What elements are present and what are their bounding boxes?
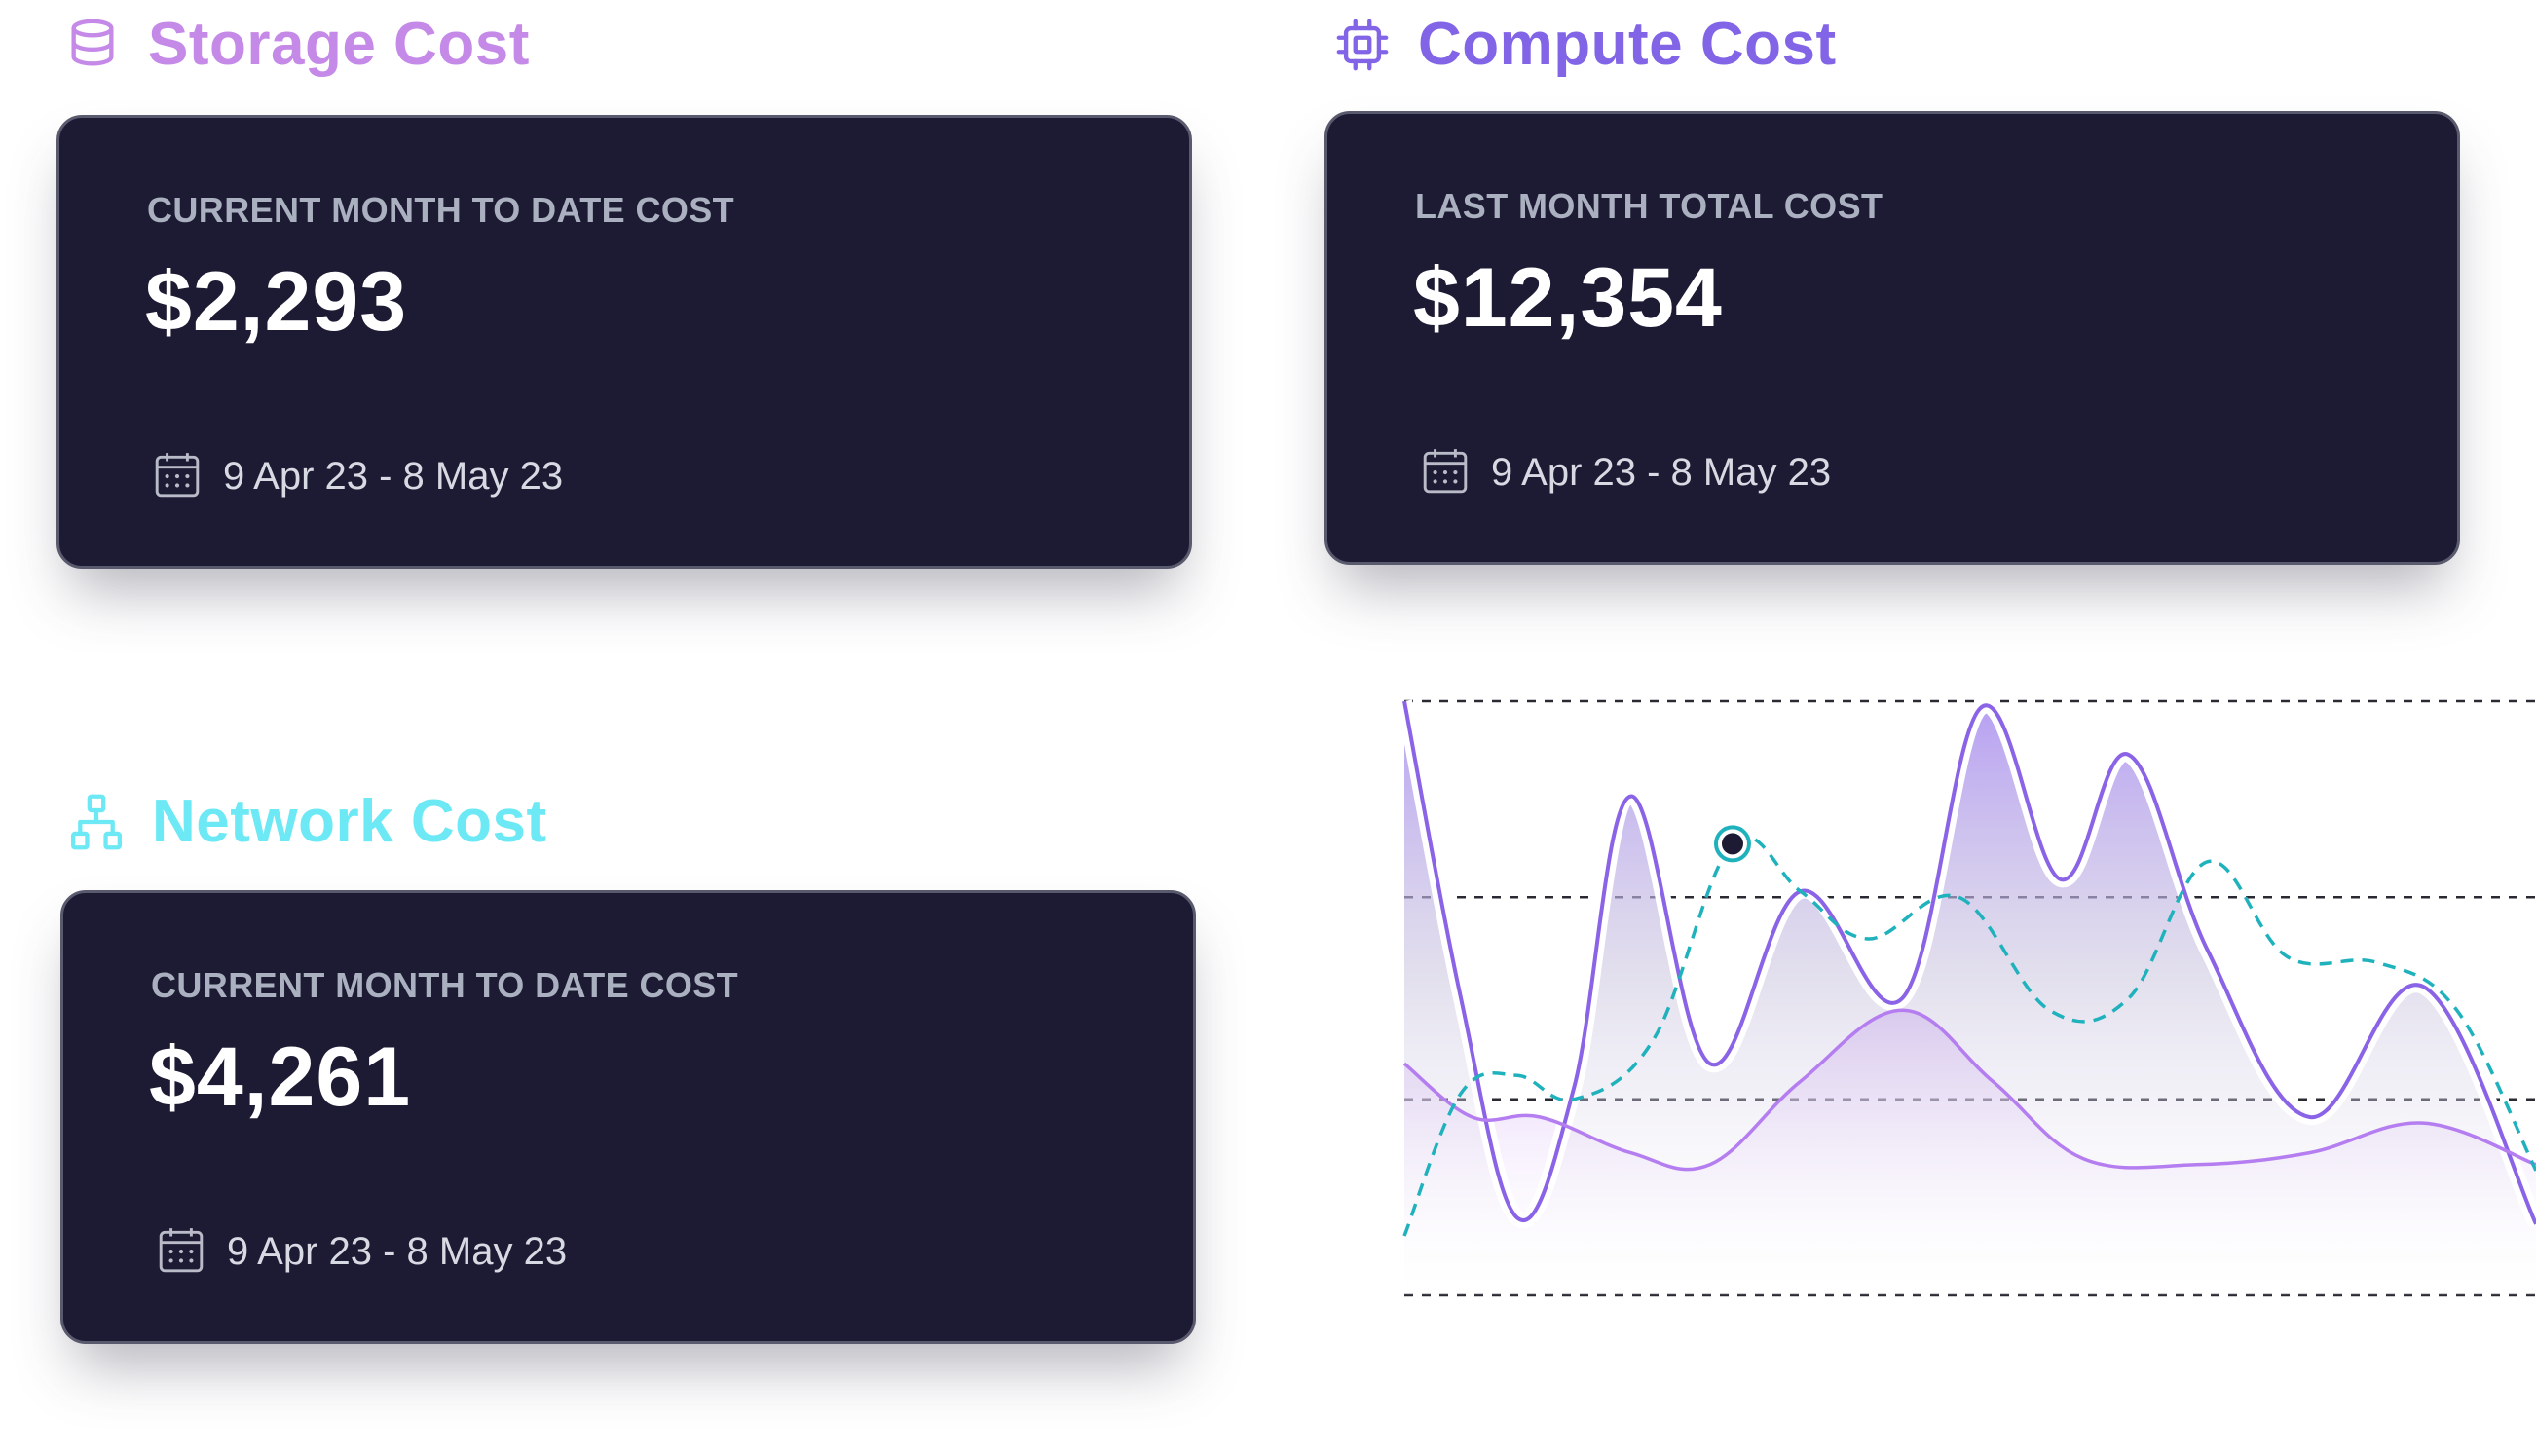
network-cost-card[interactable]: CURRENT MONTH TO DATE COST $4,261 9 Apr …: [60, 890, 1196, 1344]
cost-trend-chart-svg: [1397, 697, 2536, 1297]
network-date-text: 9 Apr 23 - 8 May 23: [227, 1230, 568, 1273]
compute-cost-card[interactable]: LAST MONTH TOTAL COST $12,354 9 Apr 23 -…: [1324, 111, 2460, 565]
network-date-range: 9 Apr 23 - 8 May 23: [157, 1224, 567, 1280]
calendar-icon: [157, 1224, 205, 1280]
series-teal-dashed-line: [1402, 835, 2536, 1237]
series-purple-area: [1404, 701, 2536, 1295]
storage-header: Storage Cost: [64, 10, 530, 79]
series-lilac-line: [1402, 1008, 2536, 1172]
network-header: Network Cost: [68, 787, 547, 856]
compute-card-value: $12,354: [1413, 251, 1723, 345]
network-card-value: $4,261: [149, 1030, 412, 1124]
network-card-label: CURRENT MONTH TO DATE COST: [151, 965, 739, 1005]
compute-date-range: 9 Apr 23 - 8 May 23: [1421, 445, 1831, 501]
network-hierarchy-icon: [68, 792, 125, 852]
database-icon: [64, 17, 121, 73]
calendar-icon: [153, 449, 202, 504]
storage-date-text: 9 Apr 23 - 8 May 23: [223, 455, 564, 498]
compute-header: Compute Cost: [1334, 10, 1837, 79]
series-purple-line: [1402, 700, 2536, 1225]
compute-title: Compute Cost: [1418, 11, 1837, 78]
cost-trend-chart: [1295, 662, 2536, 1383]
storage-date-range: 9 Apr 23 - 8 May 23: [153, 449, 563, 504]
highlight-point: [1721, 833, 1743, 855]
cpu-chip-icon: [1334, 17, 1391, 73]
compute-card-label: LAST MONTH TOTAL COST: [1415, 186, 1883, 226]
compute-date-text: 9 Apr 23 - 8 May 23: [1491, 451, 1832, 494]
storage-title: Storage Cost: [148, 11, 530, 78]
calendar-icon: [1421, 445, 1470, 501]
storage-card-value: $2,293: [145, 255, 408, 349]
storage-card-label: CURRENT MONTH TO DATE COST: [147, 190, 735, 230]
storage-cost-card[interactable]: CURRENT MONTH TO DATE COST $2,293 9 Apr …: [56, 115, 1192, 569]
network-title: Network Cost: [152, 788, 547, 855]
